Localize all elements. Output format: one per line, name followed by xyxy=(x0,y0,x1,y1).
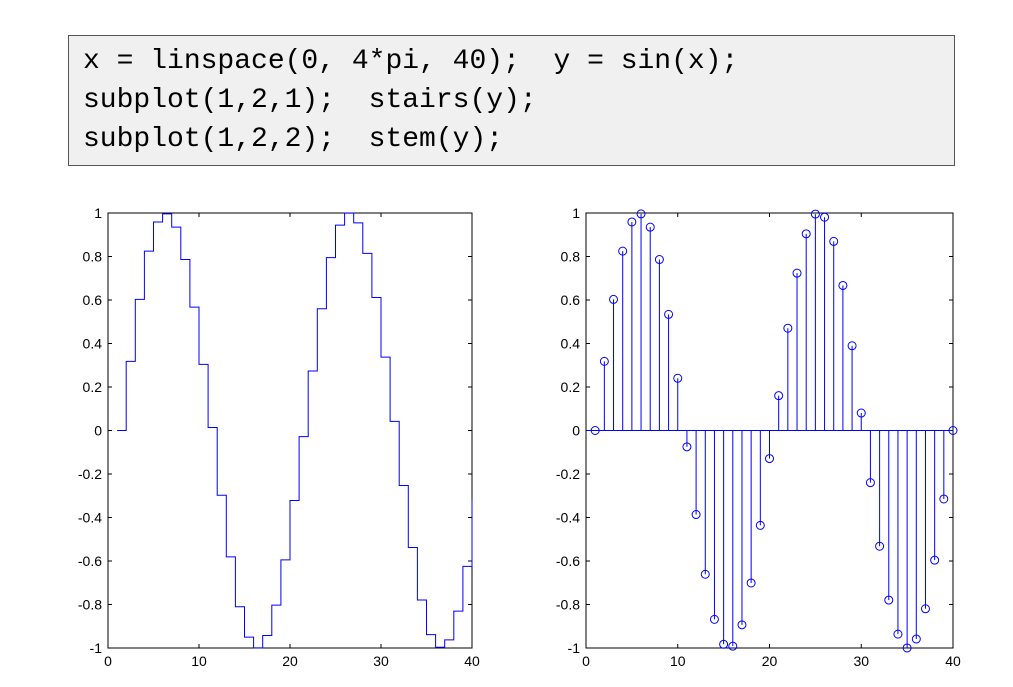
x-tick-label: 40 xyxy=(945,653,961,669)
y-tick-label: 0 xyxy=(572,423,580,439)
stem-marker xyxy=(673,373,683,383)
code-line: subplot(1,2,2); stem(y); xyxy=(83,124,504,155)
y-tick-label: 0.8 xyxy=(561,249,581,265)
x-tick-label: 20 xyxy=(282,653,298,669)
stem-marker xyxy=(865,478,875,488)
stem-marker xyxy=(920,604,930,614)
stem-marker xyxy=(820,212,830,222)
x-tick-label: 30 xyxy=(373,653,389,669)
x-tick-label: 10 xyxy=(191,653,207,669)
y-tick-label: -0.4 xyxy=(78,510,102,526)
x-tick-label: 0 xyxy=(104,653,112,669)
x-tick-label: 0 xyxy=(582,653,590,669)
stem-marker xyxy=(728,641,738,651)
stem-marker xyxy=(719,639,729,649)
code-line: x = linspace(0, 4*pi, 40); y = sin(x); xyxy=(83,46,739,77)
stem-marker xyxy=(884,595,894,605)
y-tick-label: 0.4 xyxy=(83,336,103,352)
y-tick-label: 0.4 xyxy=(561,336,581,352)
stem-marker xyxy=(590,426,600,435)
stem-marker xyxy=(700,569,710,579)
y-tick-label: -0.6 xyxy=(556,553,580,569)
x-tick-label: 10 xyxy=(670,653,686,669)
y-tick-label: -1 xyxy=(90,640,103,656)
y-tick-label: 0.2 xyxy=(561,379,581,395)
stem-marker xyxy=(893,629,903,639)
stem-marker xyxy=(847,341,857,351)
stem-marker xyxy=(930,555,940,565)
stem-marker xyxy=(645,222,655,232)
x-tick-label: 40 xyxy=(464,653,480,669)
stem-marker xyxy=(856,408,866,418)
stem-marker xyxy=(618,246,628,256)
code-line: subplot(1,2,1); stairs(y); xyxy=(83,85,537,116)
stem-marker xyxy=(609,294,619,304)
y-tick-label: 0.6 xyxy=(83,292,103,308)
stem-marker xyxy=(774,391,784,401)
stem-marker xyxy=(911,634,921,644)
stem-marker xyxy=(755,520,765,530)
y-tick-label: 0 xyxy=(94,423,102,439)
y-tick-label: -1 xyxy=(568,640,581,656)
stem-marker xyxy=(654,255,664,265)
stem-marker xyxy=(737,620,747,630)
stem-marker xyxy=(627,217,637,227)
stem-marker xyxy=(783,323,793,333)
stem-marker xyxy=(829,236,839,246)
y-tick-label: -0.4 xyxy=(556,510,580,526)
code-block: x = linspace(0, 4*pi, 40); y = sin(x); s… xyxy=(68,35,955,166)
y-tick-label: 1 xyxy=(94,205,102,221)
y-tick-label: 1 xyxy=(572,205,580,221)
stem-marker xyxy=(902,643,912,653)
x-tick-label: 20 xyxy=(762,653,778,669)
stem-marker xyxy=(664,309,674,319)
y-tick-label: -0.8 xyxy=(556,597,580,613)
y-tick-label: -0.6 xyxy=(78,553,102,569)
stem-marker xyxy=(948,426,958,435)
stem-marker xyxy=(691,510,701,520)
stairs-series-line xyxy=(117,212,473,649)
y-tick-label: -0.8 xyxy=(78,597,102,613)
stem-marker xyxy=(599,356,609,366)
y-tick-label: -0.2 xyxy=(78,466,102,482)
stem-marker xyxy=(838,280,848,290)
y-tick-label: 0.2 xyxy=(83,379,103,395)
stem-marker xyxy=(709,614,719,624)
y-tick-label: 0.6 xyxy=(561,292,581,308)
stem-marker xyxy=(939,494,949,504)
stem-marker xyxy=(765,454,774,464)
y-tick-label: 0.8 xyxy=(83,249,103,265)
stem-marker xyxy=(801,229,811,239)
x-tick-label: 30 xyxy=(853,653,869,669)
y-tick-label: -0.2 xyxy=(556,466,580,482)
stem-marker xyxy=(875,541,885,551)
stem-marker xyxy=(792,268,802,278)
stem-marker xyxy=(636,209,646,219)
stem-marker xyxy=(810,209,820,219)
stem-marker xyxy=(682,442,692,452)
stem-marker xyxy=(746,578,756,588)
